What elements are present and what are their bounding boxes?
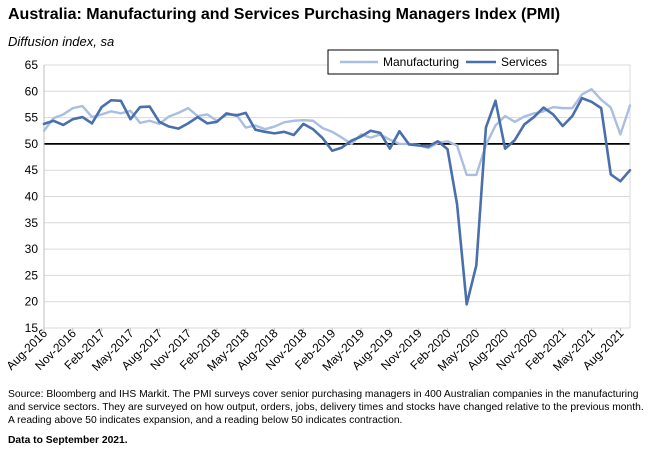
y-tick-label: 50	[25, 137, 39, 151]
y-tick-label: 60	[25, 84, 39, 98]
source-note: Source: Bloomberg and IHS Markit. The PM…	[8, 389, 644, 427]
y-tick-label: 45	[25, 163, 39, 177]
legend-label-services: Services	[501, 55, 547, 69]
y-tick-label: 25	[25, 268, 39, 282]
y-tick-label: 40	[25, 190, 39, 204]
y-tick-label: 35	[25, 216, 39, 230]
series-line-manufacturing	[42, 87, 632, 177]
chart-subtitle: Diffusion index, sa	[8, 34, 115, 49]
legend: Manufacturing Services	[327, 49, 559, 75]
series-line-services	[42, 96, 632, 306]
pmi-line-chart: 15 20 25 30 35 40 45 50 55 60 65 Aug-2016Nov-2016F…	[3, 49, 632, 374]
legend-label-manufacturing: Manufacturing	[383, 55, 459, 69]
x-axis: Aug-2016Nov-2016Feb-2017May-2017Aug-2017…	[3, 326, 626, 374]
y-axis: 15 20 25 30 35 40 45 50 55 60 65	[25, 58, 631, 335]
chart-title: Australia: Manufacturing and Services Pu…	[8, 6, 561, 23]
series-lines	[42, 87, 632, 306]
data-date-note: Data to September 2021.	[8, 435, 128, 446]
y-tick-label: 20	[25, 295, 39, 309]
y-tick-label: 55	[25, 111, 39, 125]
y-tick-label: 15	[25, 321, 39, 335]
y-tick-label: 30	[25, 242, 39, 256]
gridlines	[44, 64, 630, 329]
y-tick-label: 65	[25, 58, 39, 72]
